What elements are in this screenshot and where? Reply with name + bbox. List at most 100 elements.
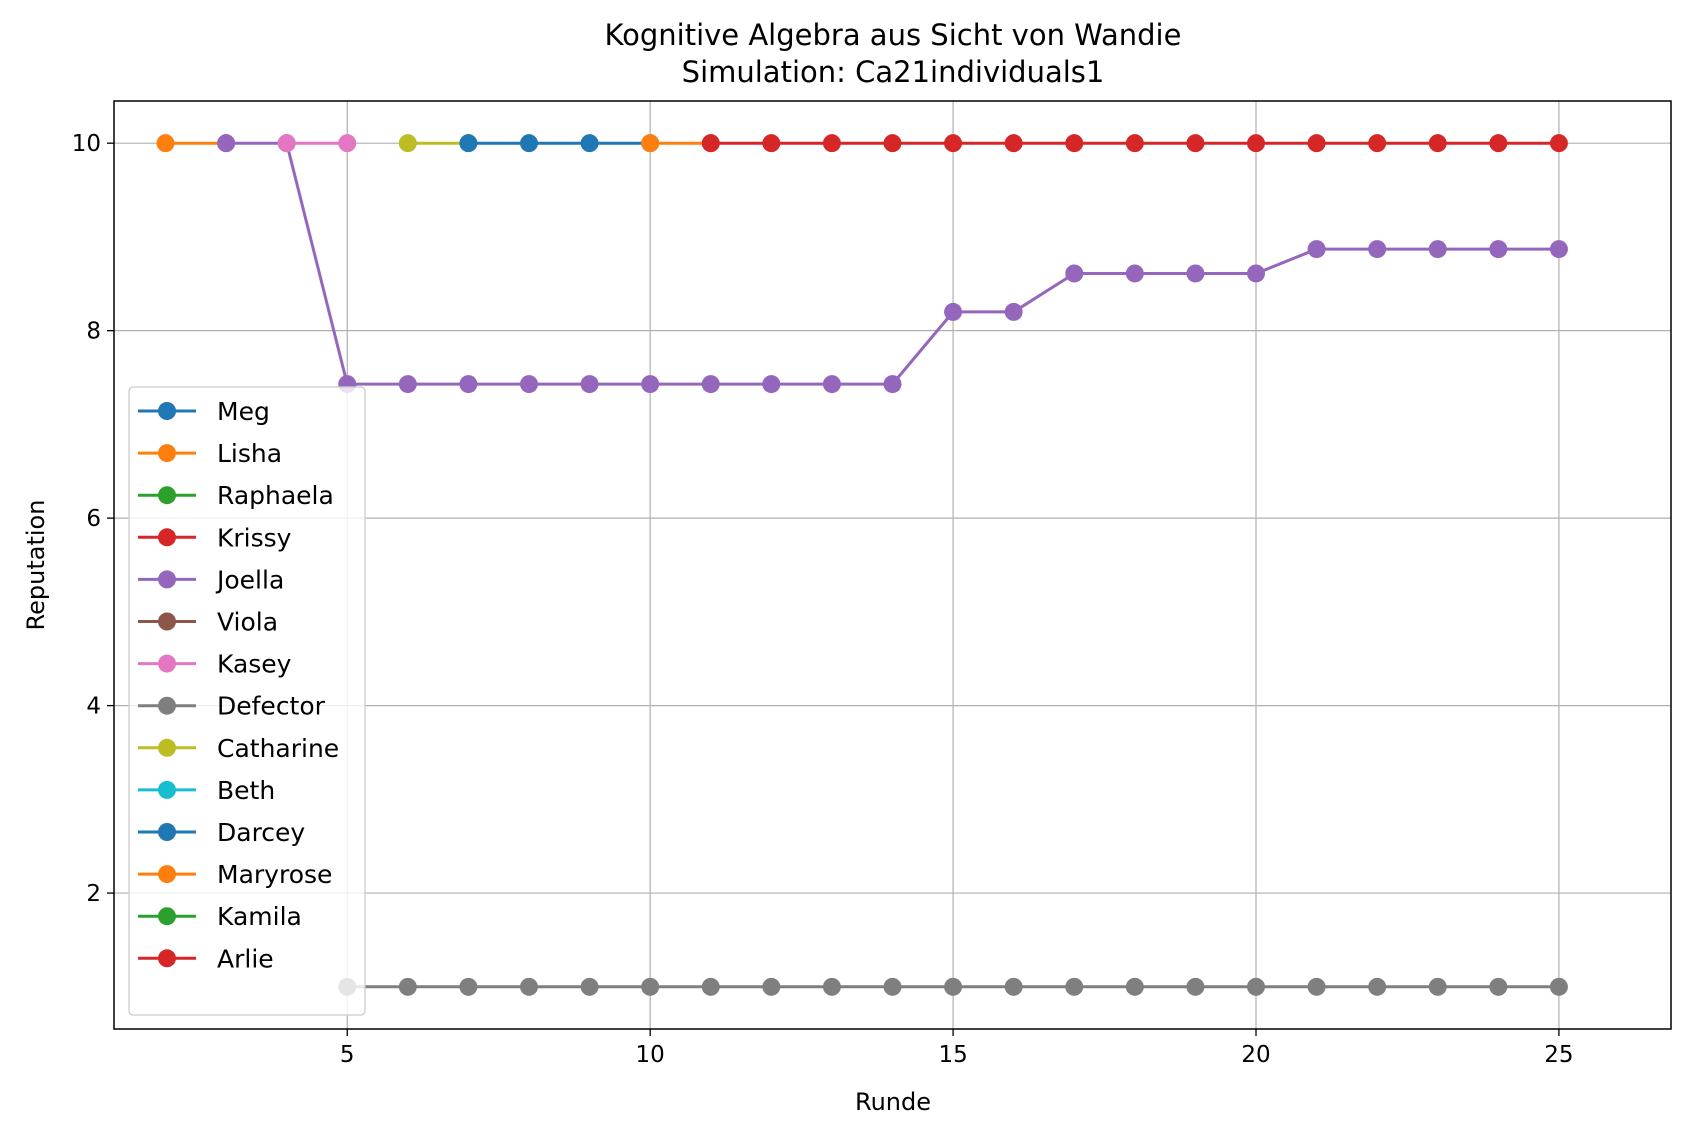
x-tick-label: 15 <box>938 1042 967 1068</box>
data-point-joella <box>641 375 660 394</box>
data-point-arlie <box>1549 134 1568 153</box>
data-point-defector <box>459 977 478 996</box>
data-point-defector <box>580 977 599 996</box>
x-tick-label: 25 <box>1544 1042 1573 1068</box>
legend-label: Meg <box>217 397 270 426</box>
legend-item: Defector <box>138 692 326 721</box>
data-point-darcey <box>459 134 478 153</box>
data-point-maryrose <box>641 134 660 153</box>
series-defector <box>338 977 1568 996</box>
legend-item: Lisha <box>138 439 282 468</box>
plot-frame <box>113 100 1672 1030</box>
legend-label: Beth <box>217 776 275 805</box>
series-kasey <box>277 134 357 153</box>
series-arlie <box>701 134 1568 153</box>
legend-marker <box>158 486 176 505</box>
axis-ticks: 5 10 15 20 25 2 4 6 8 10 <box>72 131 1574 1068</box>
x-tick-label: 5 <box>340 1042 355 1068</box>
chart-title: Kognitive Algebra aus Sicht von Wandie <box>605 18 1182 52</box>
legend-label: Raphaela <box>217 481 334 510</box>
data-point-defector <box>1186 977 1205 996</box>
data-point-joella <box>217 134 236 153</box>
data-point-arlie <box>1307 134 1326 153</box>
data-point-joella <box>1368 240 1387 259</box>
data-point-joella <box>1549 240 1568 259</box>
data-point-joella <box>1065 264 1084 283</box>
legend-box <box>128 386 366 1016</box>
data-point-darcey <box>519 134 538 153</box>
data-point-joella <box>1004 302 1023 321</box>
y-axis-label: Reputation <box>22 500 50 631</box>
data-point-catharine <box>398 134 417 153</box>
legend-label: Defector <box>217 692 326 721</box>
legend-label: Kamila <box>217 902 302 931</box>
data-point-joella <box>398 375 417 394</box>
data-point-arlie <box>701 134 720 153</box>
data-point-defector <box>1428 977 1447 996</box>
legend-item: Beth <box>138 776 275 805</box>
legend-label: Krissy <box>217 523 292 552</box>
y-tick-label: 4 <box>86 694 101 720</box>
legend-item: Arlie <box>138 944 274 973</box>
legend-item: Maryrose <box>138 860 332 889</box>
legend-item: Raphaela <box>138 481 334 510</box>
data-point-joella <box>459 375 478 394</box>
data-point-arlie <box>762 134 781 153</box>
legend-item: Kasey <box>138 650 292 679</box>
legend-label: Viola <box>217 608 278 637</box>
legend-marker <box>158 654 176 673</box>
legend-marker <box>158 823 176 841</box>
data-point-joella <box>944 302 963 321</box>
data-point-defector <box>1247 977 1266 996</box>
data-point-joella <box>822 375 841 394</box>
data-point-defector <box>822 977 841 996</box>
legend-marker <box>158 865 176 884</box>
legend-item: Darcey <box>138 818 305 847</box>
data-point-defector <box>641 977 660 996</box>
legend-item: Krissy <box>138 523 292 552</box>
legend-marker <box>158 780 176 799</box>
data-point-arlie <box>1065 134 1084 153</box>
data-point-arlie <box>1428 134 1447 153</box>
data-point-defector <box>1489 977 1508 996</box>
legend-marker <box>158 949 176 968</box>
data-point-defector <box>1549 977 1568 996</box>
y-tick-label: 6 <box>86 506 101 532</box>
data-point-defector <box>701 977 720 996</box>
legend-label: Darcey <box>217 818 305 847</box>
legend-marker <box>158 402 176 420</box>
legend-label: Joella <box>215 565 284 594</box>
legend-marker <box>158 696 176 715</box>
legend-marker <box>158 528 176 547</box>
data-point-arlie <box>944 134 963 153</box>
legend-marker <box>158 612 176 631</box>
data-point-joella <box>1186 264 1205 283</box>
data-point-defector <box>944 977 963 996</box>
legend-marker <box>158 444 176 463</box>
data-point-defector <box>883 977 902 996</box>
data-point-joella <box>1489 240 1508 259</box>
data-point-arlie <box>822 134 841 153</box>
data-point-darcey <box>580 134 599 153</box>
data-point-joella <box>701 375 720 394</box>
data-point-kasey <box>277 134 296 153</box>
data-point-arlie <box>1125 134 1144 153</box>
data-point-joella <box>762 375 781 394</box>
legend-item: Viola <box>138 608 278 637</box>
data-point-defector <box>1368 977 1387 996</box>
data-point-arlie <box>1489 134 1508 153</box>
data-point-lisha <box>156 134 175 153</box>
y-tick-label: 10 <box>72 131 101 157</box>
data-point-defector <box>1004 977 1023 996</box>
data-point-joella <box>1307 240 1326 259</box>
data-point-defector <box>398 977 417 996</box>
data-point-joella <box>1247 264 1266 283</box>
data-point-defector <box>519 977 538 996</box>
legend-item: Meg <box>138 397 270 426</box>
data-point-arlie <box>883 134 902 153</box>
y-tick-label: 8 <box>86 319 101 345</box>
legend-item: Catharine <box>138 734 339 763</box>
y-tick-label: 2 <box>86 881 101 907</box>
data-point-joella <box>883 375 902 394</box>
